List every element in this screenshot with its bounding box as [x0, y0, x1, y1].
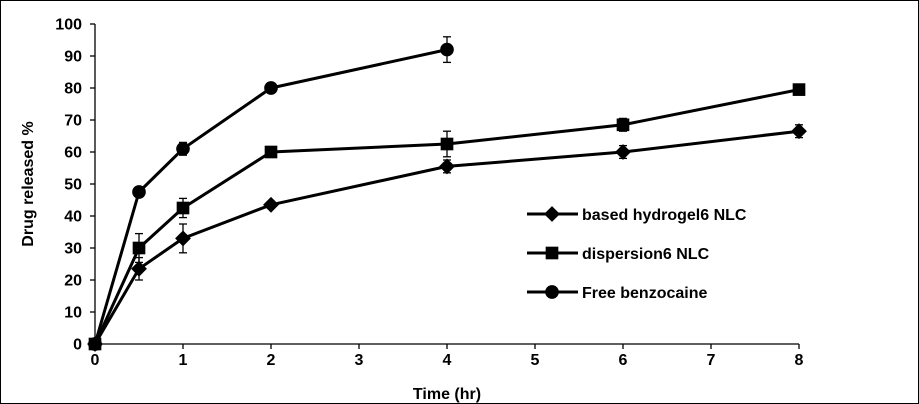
data-point	[440, 42, 454, 57]
y-tick-label: 40	[64, 209, 82, 226]
data-point	[131, 260, 147, 277]
series-circle	[88, 36, 454, 351]
y-ticks: 0 10 20 30 40 50 60 70 80 90 100	[55, 17, 95, 354]
x-tick-label: 6	[619, 352, 628, 369]
y-tick-label: 50	[64, 177, 82, 194]
y-tick-label: 20	[64, 273, 82, 290]
data-point	[88, 337, 102, 351]
data-point	[176, 201, 190, 215]
legend-item: dispersion6 NLC	[527, 246, 710, 263]
data-point	[544, 206, 560, 222]
legend: based hydrogel6 NLC dispersion6 NLC Free b…	[527, 206, 747, 302]
x-tick-label: 2	[267, 352, 276, 369]
data-point	[264, 81, 278, 95]
plot-area	[87, 36, 807, 352]
x-tick-label: 8	[795, 352, 804, 369]
data-point	[791, 123, 807, 140]
data-point	[616, 118, 630, 132]
data-point	[175, 230, 191, 247]
data-point	[440, 137, 454, 151]
data-point	[132, 241, 146, 255]
x-tick-label: 1	[179, 352, 188, 369]
data-point	[792, 83, 806, 96]
y-tick-label: 80	[64, 81, 82, 98]
data-point	[545, 246, 559, 260]
y-axis-title: Drug released %	[20, 121, 37, 246]
legend-label: dispersion6 NLC	[582, 246, 710, 263]
data-point	[176, 141, 190, 156]
y-tick-label: 10	[64, 305, 82, 322]
legend-item: based hydrogel6 NLC	[527, 206, 747, 224]
legend-label: Free benzocaine	[582, 285, 707, 302]
x-tick-label: 3	[355, 352, 364, 369]
x-axis-title: Time (hr)	[413, 386, 481, 403]
y-tick-label: 70	[64, 113, 82, 130]
data-point	[132, 185, 146, 199]
data-point	[545, 285, 559, 299]
x-tick-label: 7	[707, 352, 716, 369]
data-point	[263, 196, 279, 213]
data-point	[264, 145, 278, 159]
series-diamond	[87, 123, 807, 352]
legend-item: Free benzocaine	[527, 285, 707, 302]
y-tick-label: 30	[64, 241, 82, 258]
y-tick-label: 90	[64, 49, 82, 66]
legend-label: based hydrogel6 NLC	[582, 207, 747, 224]
x-ticks: 0 1 2 3 4 5 6 7 8	[91, 344, 804, 369]
y-tick-label: 100	[55, 17, 82, 34]
x-tick-label: 4	[443, 352, 452, 369]
data-point	[615, 144, 631, 160]
x-tick-label: 5	[531, 352, 540, 369]
x-tick-label: 0	[91, 352, 100, 369]
y-tick-label: 60	[64, 145, 82, 162]
data-point	[439, 158, 455, 175]
y-tick-label: 0	[73, 337, 82, 354]
